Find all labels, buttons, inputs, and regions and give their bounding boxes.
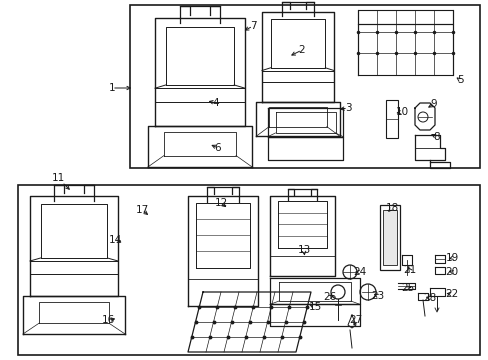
Text: 8: 8 (433, 132, 439, 142)
Text: 17: 17 (135, 205, 148, 215)
Text: 9: 9 (430, 99, 436, 109)
Circle shape (359, 284, 375, 300)
Text: 21: 21 (403, 265, 416, 275)
Text: 4: 4 (212, 98, 219, 108)
Text: 28: 28 (423, 293, 436, 303)
Bar (382, 210, 396, 265)
Polygon shape (187, 292, 310, 352)
Bar (385, 100, 397, 138)
Text: 19: 19 (445, 253, 458, 263)
Circle shape (330, 285, 345, 299)
Text: 27: 27 (348, 315, 362, 325)
Text: 11: 11 (51, 173, 64, 183)
Text: 12: 12 (214, 198, 227, 208)
Text: 23: 23 (370, 291, 384, 301)
Text: 2: 2 (298, 45, 305, 55)
Text: 18: 18 (385, 203, 398, 213)
Text: 15: 15 (308, 302, 321, 312)
Text: 1: 1 (108, 83, 115, 93)
Text: 22: 22 (445, 289, 458, 299)
Bar (18, 185, 479, 355)
Text: 3: 3 (344, 103, 350, 113)
Text: 10: 10 (395, 107, 408, 117)
Bar (379, 205, 399, 270)
Text: 25: 25 (401, 283, 414, 293)
Text: 6: 6 (214, 143, 221, 153)
Circle shape (342, 265, 356, 279)
Text: 7: 7 (249, 21, 256, 31)
Text: 20: 20 (445, 267, 458, 277)
Text: 5: 5 (456, 75, 462, 85)
Bar (130, 5, 479, 168)
Text: 16: 16 (101, 315, 114, 325)
Text: 24: 24 (353, 267, 366, 277)
Text: 14: 14 (108, 235, 122, 245)
Text: 26: 26 (323, 292, 336, 302)
Text: 13: 13 (297, 245, 310, 255)
